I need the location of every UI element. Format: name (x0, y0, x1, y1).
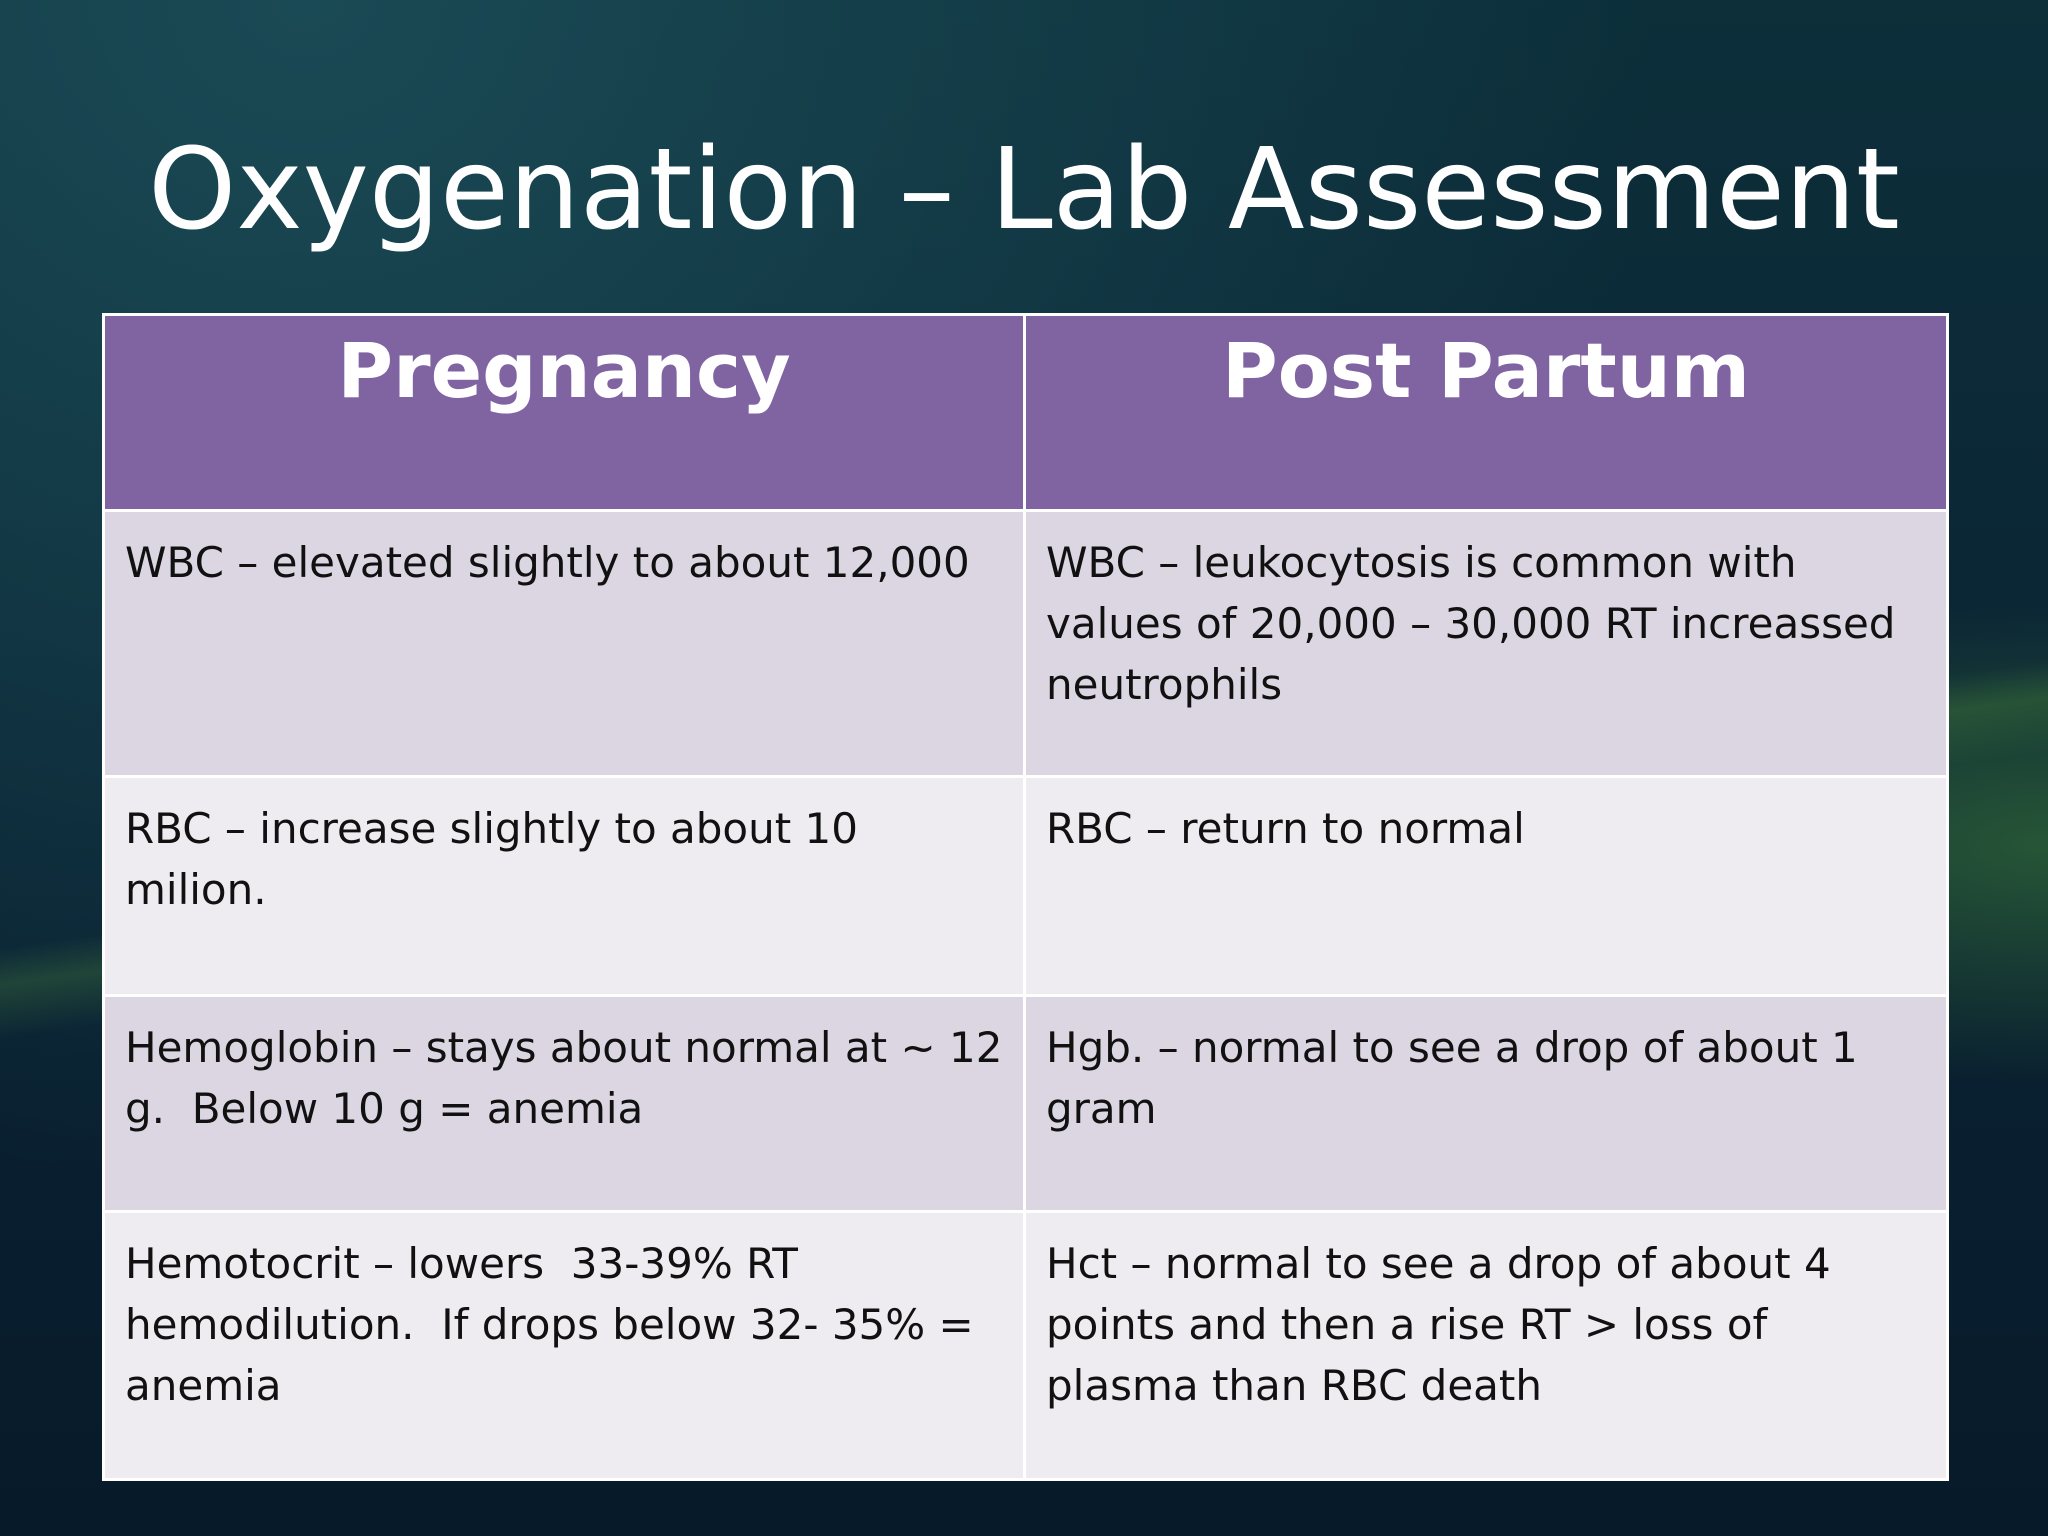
table-cell: Hct – normal to see a drop of about 4 po… (1023, 1210, 1949, 1481)
table-body: WBC – elevated slightly to about 12,000 W… (102, 509, 1949, 1481)
table-cell: WBC – elevated slightly to about 12,000 (102, 509, 1026, 778)
slide-title: Oxygenation – Lab Assessment (148, 125, 1900, 255)
table-cell: Hemoglobin – stays about normal at ~ 12 … (102, 994, 1026, 1213)
table-cell: Hemotocrit – lowers 33-39% RT hemodiluti… (102, 1210, 1026, 1481)
table-cell: WBC – leukocytosis is common with values… (1023, 509, 1949, 778)
lab-table: Pregnancy Post Partum WBC – elevated sli… (102, 313, 1949, 1481)
table-row: WBC – elevated slightly to about 12,000 W… (102, 509, 1949, 778)
header-row: Pregnancy Post Partum (102, 313, 1949, 512)
table-cell: RBC – return to normal (1023, 775, 1949, 997)
table-cell: RBC – increase slightly to about 10 mili… (102, 775, 1026, 997)
column-header: Pregnancy (102, 313, 1026, 512)
table-cell: Hgb. – normal to see a drop of about 1 g… (1023, 994, 1949, 1213)
table-row: Hemotocrit – lowers 33-39% RT hemodiluti… (102, 1210, 1949, 1481)
column-header: Post Partum (1023, 313, 1949, 512)
table-row: Hemoglobin – stays about normal at ~ 12 … (102, 994, 1949, 1213)
table-row: RBC – increase slightly to about 10 mili… (102, 775, 1949, 997)
